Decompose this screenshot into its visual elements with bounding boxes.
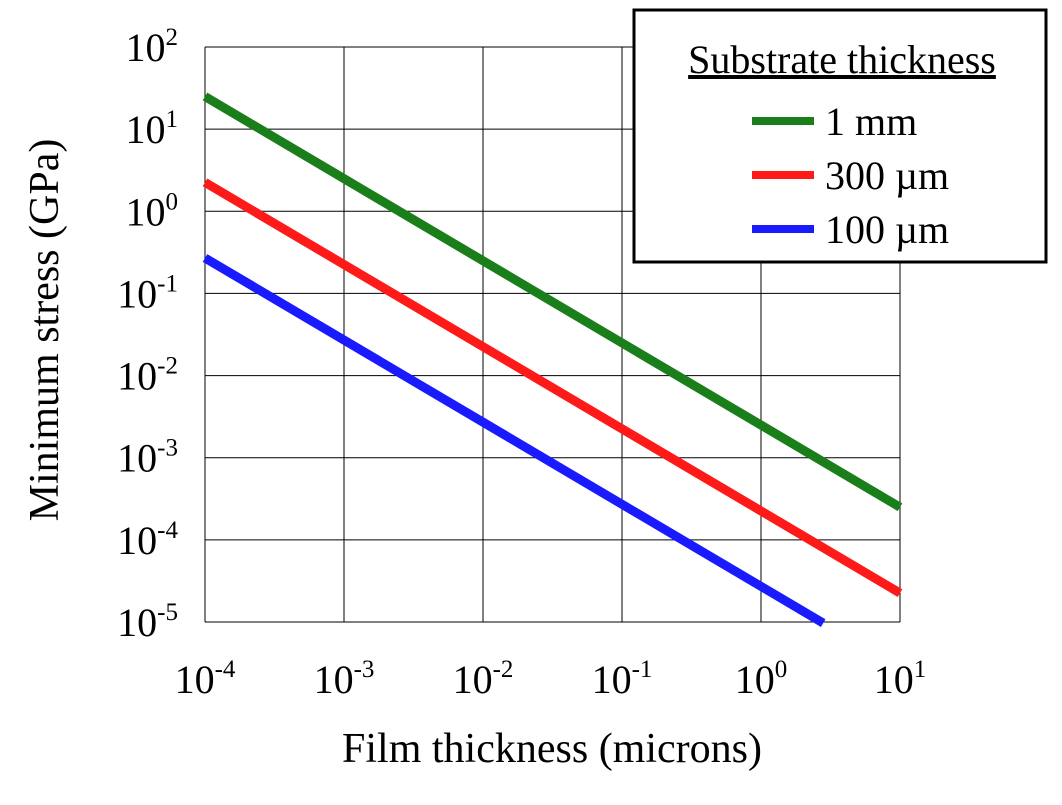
x-tick-label: 10-3 — [314, 656, 375, 702]
legend-label-1: 1 mm — [825, 99, 917, 144]
y-tick-label: 10-5 — [117, 599, 178, 645]
y-tick-label: 10-3 — [117, 435, 178, 481]
x-tick-label: 10-1 — [592, 656, 653, 702]
series-line-3 — [202, 254, 826, 627]
series-line-1 — [202, 92, 903, 512]
legend-entries: 1 mm 300 µm 100 µm — [752, 99, 949, 252]
legend-title: Substrate thickness — [688, 37, 996, 82]
x-tick-label: 100 — [735, 656, 788, 702]
x-tick-label: 101 — [874, 656, 927, 702]
legend-label-3: 100 µm — [825, 207, 949, 252]
y-axis-title: Minimum stress (GPa) — [22, 139, 68, 522]
legend: Substrate thickness 1 mm 300 µm 100 µm — [632, 8, 1048, 264]
x-tick-labels: 10-4 10-3 10-2 10-1 100 101 — [175, 656, 927, 702]
y-tick-label: 10-1 — [117, 270, 178, 316]
y-tick-label: 102 — [126, 24, 179, 70]
series-line-2 — [202, 178, 903, 597]
y-tick-label: 10-4 — [117, 517, 178, 563]
x-tick-label: 10-2 — [453, 656, 514, 702]
y-tick-label: 10-2 — [117, 353, 178, 399]
legend-label-2: 300 µm — [825, 153, 949, 198]
series-lines — [202, 92, 903, 627]
x-axis-title: Film thickness (microns) — [342, 726, 762, 772]
y-tick-labels: 102 101 100 10-1 10-2 10-3 10-4 10-5 — [117, 24, 178, 645]
legend-box — [632, 8, 1048, 264]
y-tick-label: 100 — [126, 188, 179, 234]
y-tick-label: 101 — [126, 106, 179, 152]
x-tick-label: 10-4 — [175, 656, 236, 702]
